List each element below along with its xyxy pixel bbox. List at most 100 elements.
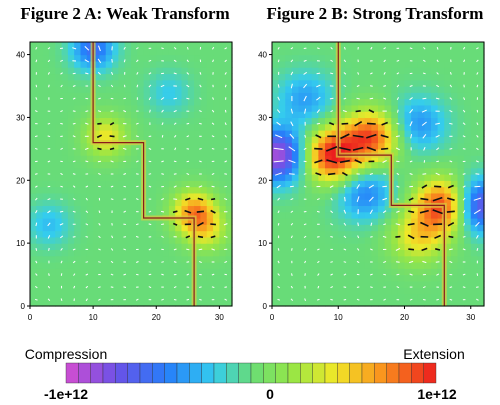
heatmap-cell [200,274,208,282]
heatmap-cell [61,130,69,137]
heatmap-cell [187,180,195,188]
heatmap-cell [67,186,75,194]
heatmap-cell [48,148,56,156]
heatmap-cell [131,111,138,119]
heatmap-cell [36,155,44,163]
heatmap-cell [325,136,333,144]
heatmap-cell [74,142,82,150]
heatmap-cell [80,293,88,301]
heatmap-cell [143,192,151,200]
heatmap-cell [424,60,432,68]
heatmap-cell [162,111,170,119]
heatmap-cell [99,180,107,188]
stress-tick [72,248,76,251]
heatmap-cell [397,42,406,49]
heatmap-cell [298,142,306,150]
heatmap-cell [470,98,478,106]
heatmap-cell [118,130,126,137]
heatmap-cell [36,130,44,137]
heatmap-cell [431,123,439,131]
heatmap-cell [118,186,126,194]
heatmap-cell [358,98,366,106]
heatmap-cell [344,205,353,213]
heatmap-cell [131,243,138,251]
heatmap-cell [470,48,478,56]
heatmap-cell [162,79,170,87]
heatmap-cell [181,224,189,232]
heatmap-cell [162,287,170,295]
heatmap-cell [424,73,432,81]
heatmap-cell [331,199,339,207]
heatmap-cell [200,42,208,49]
heatmap-cell [74,236,82,244]
heatmap-cell [318,192,326,200]
heatmap-cell [48,255,56,263]
heatmap-cell [42,79,50,87]
heatmap-cell [384,167,392,175]
heatmap-cell [477,180,485,188]
heatmap-cell [156,218,164,225]
heatmap-cell [219,199,227,207]
stress-tick [330,47,333,50]
heatmap-cell [285,186,293,194]
heatmap-cell [298,73,306,81]
heatmap-cell [291,54,300,62]
heatmap-cell [55,268,63,276]
heatmap-cell [351,274,359,282]
stress-tick [277,96,280,101]
heatmap-cell [364,180,372,188]
heatmap-cell [278,104,286,112]
heatmap-cell [124,92,132,100]
heatmap-cell [187,211,195,219]
heatmap-cell [444,205,452,213]
heatmap-cell [311,161,319,169]
stress-tick [85,236,89,238]
colorbar-bin [201,362,215,384]
heatmap-cell [444,111,452,119]
heatmap-cell [411,155,419,163]
stress-tick [212,97,214,100]
heatmap-cell [344,60,353,68]
stress-tick [330,197,333,201]
heatmap-cell [344,98,353,106]
heatmap-cell [162,142,170,150]
heatmap-cell [437,287,445,295]
heatmap-cell [272,255,280,263]
heatmap-cell [80,230,88,238]
heatmap-cell [424,199,432,207]
heatmap-cell [105,287,113,295]
heatmap-cell [450,186,459,194]
stress-tick [277,298,280,301]
heatmap-cell [93,67,101,75]
heatmap-cell [219,287,227,295]
heatmap-cell [291,174,300,181]
heatmap-cell [112,255,119,263]
heatmap-cell [168,274,176,282]
heatmap-cell [74,67,82,75]
stress-tick [462,148,466,150]
heatmap-cell [219,67,227,75]
heatmap-cell [131,224,138,232]
stress-tick [35,185,38,188]
heatmap-cell [137,236,145,244]
heatmap-cell [331,174,339,181]
stress-tick [148,223,152,226]
heatmap-cell [318,136,326,144]
heatmap-cell [42,161,50,169]
heatmap-cell [112,224,119,232]
heatmap-cell [67,155,75,163]
stress-tick [224,198,228,201]
heatmap-cell [181,236,189,244]
heatmap-cell [464,142,472,150]
heatmap-cell [80,117,88,125]
heatmap-cell [200,218,208,225]
heatmap-cell [291,161,300,169]
heatmap-cell [391,249,399,257]
heatmap-cell [311,192,319,200]
heatmap-cell [143,255,151,263]
heatmap-cell [437,236,445,244]
heatmap-cell [291,211,300,219]
heatmap-cell [344,186,353,194]
heatmap-cell [305,73,313,81]
heatmap-cell [477,104,485,112]
